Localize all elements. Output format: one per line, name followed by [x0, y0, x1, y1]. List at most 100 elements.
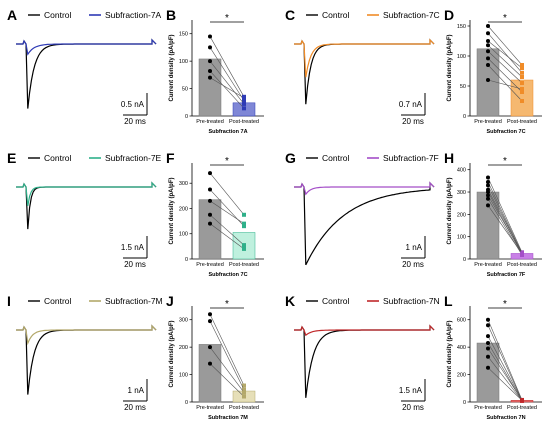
point-pre-treated [208, 187, 212, 192]
legend-control-label: Control [322, 296, 350, 306]
point-pre-treated [486, 193, 490, 198]
scalebar-current-label: 1 nA [128, 386, 145, 395]
legend-control-label: Control [322, 10, 350, 20]
pair-connector [487, 356, 523, 401]
significance-star: * [503, 156, 507, 167]
legend-control-label: Control [44, 153, 72, 163]
trace-control [16, 324, 157, 395]
significance-star: * [503, 299, 507, 310]
pair-connector [487, 33, 523, 73]
pair-connector [487, 189, 523, 253]
pair-connector [209, 346, 245, 393]
trace-subfraction [294, 38, 435, 78]
panel-label-c: C [285, 7, 295, 23]
y-tick-label: 200 [457, 373, 466, 379]
legend-subfraction-label: Subfraction-7F [383, 153, 439, 163]
y-tick-label: 300 [179, 181, 188, 187]
legend-control-label: Control [44, 10, 72, 20]
y-tick-label: 100 [179, 59, 188, 65]
point-post-treated [242, 106, 246, 111]
point-pre-treated [208, 312, 212, 317]
x-axis-caption: Subfraction 7N [486, 415, 525, 421]
pair-connector [487, 44, 523, 78]
y-tick-label: 50 [182, 87, 188, 93]
x-tick-label-post: Post-treated [507, 405, 537, 411]
panel-label-i: I [7, 293, 11, 309]
point-pre-treated [208, 59, 212, 64]
y-tick-label: 150 [179, 32, 188, 38]
panel-label-h: H [444, 150, 454, 166]
panel-label-f: F [166, 150, 175, 166]
y-axis-label: Current density (pA/pF) [169, 34, 175, 101]
trace-control [16, 181, 157, 230]
panel-label-b: B [166, 7, 176, 23]
legend-subfraction-label: Subfraction-7C [383, 10, 440, 20]
pair-connector [209, 172, 245, 215]
point-pre-treated [486, 346, 490, 351]
scalebar-current-label: 1 nA [406, 243, 423, 252]
point-post-treated [242, 387, 246, 392]
point-pre-treated [208, 69, 212, 74]
point-post-treated [520, 70, 524, 75]
pair-connector [209, 36, 245, 97]
trace-control [294, 181, 435, 266]
pair-connector [487, 336, 523, 401]
point-pre-treated [486, 190, 490, 195]
x-axis-caption: Subfraction 7C [486, 129, 525, 135]
y-tick-label: 200 [179, 345, 188, 351]
point-pre-treated [208, 361, 212, 366]
scalebar-time-label: 20 ms [124, 403, 146, 412]
legend-subfraction-label: Subfraction-7A [105, 10, 162, 20]
point-pre-treated [486, 196, 490, 201]
point-pre-treated [208, 34, 212, 39]
scalebar-time-label: 20 ms [402, 260, 424, 269]
bar-pre-treated [476, 191, 500, 260]
bar-post-treated [510, 79, 534, 117]
y-tick-label: 400 [457, 168, 466, 174]
y-tick-label: 0 [185, 114, 188, 120]
point-pre-treated [486, 175, 490, 180]
point-post-treated [242, 390, 246, 395]
pair-connector [209, 77, 245, 99]
pair-connector [487, 181, 523, 254]
y-axis-label: Current density (pA/pF) [447, 320, 453, 387]
pair-connector [487, 50, 523, 84]
pair-connector [487, 58, 523, 93]
point-post-treated [520, 90, 524, 94]
panel-group-c: C Control Subfraction-7C 0.7 nA 20 ms D 0 50 100… [285, 7, 542, 135]
x-tick-label-post: Post-treated [229, 119, 259, 125]
y-tick-label: 100 [179, 232, 188, 238]
panel-label-a: A [7, 7, 17, 23]
point-post-treated [242, 212, 246, 217]
pair-connector [209, 200, 245, 224]
point-post-treated [242, 221, 246, 226]
panel-label-e: E [7, 150, 16, 166]
point-post-treated [520, 75, 524, 79]
panel-group-k: K Control Subfraction-7N 1.5 nA 20 ms L 0 200 40… [285, 293, 542, 421]
point-post-treated [242, 246, 246, 251]
x-tick-label-pre: Pre-treated [474, 405, 502, 411]
point-pre-treated [208, 75, 212, 80]
panel-label-g: G [285, 150, 296, 166]
point-pre-treated [486, 31, 490, 36]
scalebar-time-label: 20 ms [402, 117, 424, 126]
point-pre-treated [486, 365, 490, 370]
y-tick-label: 600 [457, 318, 466, 324]
y-axis-label: Current density (pA/pF) [169, 320, 175, 387]
x-tick-label-pre: Pre-treated [196, 119, 224, 125]
point-post-treated [242, 383, 246, 388]
point-post-treated [520, 398, 524, 403]
point-pre-treated [486, 39, 490, 43]
scalebar-time-label: 20 ms [124, 117, 146, 126]
point-post-treated [520, 66, 524, 70]
pair-connector [487, 325, 523, 401]
point-pre-treated [486, 49, 490, 54]
pair-connector [487, 79, 523, 90]
point-pre-treated [208, 319, 212, 324]
x-tick-label-pre: Pre-treated [474, 119, 502, 125]
x-tick-label-pre: Pre-treated [474, 262, 502, 268]
significance-star: * [225, 13, 229, 24]
pair-connector [209, 320, 245, 390]
pair-connector [487, 25, 523, 66]
x-tick-label-post: Post-treated [507, 262, 537, 268]
